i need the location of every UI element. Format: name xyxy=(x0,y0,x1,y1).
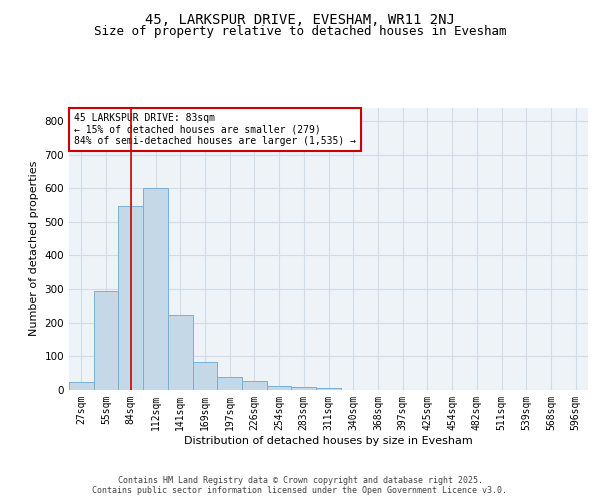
Bar xyxy=(242,382,267,390)
Bar xyxy=(217,377,242,390)
Bar xyxy=(292,388,316,390)
Text: Size of property relative to detached houses in Evesham: Size of property relative to detached ho… xyxy=(94,25,506,38)
Bar xyxy=(168,314,193,390)
Bar xyxy=(69,382,94,390)
Y-axis label: Number of detached properties: Number of detached properties xyxy=(29,161,39,336)
Text: Contains HM Land Registry data © Crown copyright and database right 2025.
Contai: Contains HM Land Registry data © Crown c… xyxy=(92,476,508,495)
Bar xyxy=(143,188,168,390)
Text: 45, LARKSPUR DRIVE, EVESHAM, WR11 2NJ: 45, LARKSPUR DRIVE, EVESHAM, WR11 2NJ xyxy=(145,12,455,26)
Text: 45 LARKSPUR DRIVE: 83sqm
← 15% of detached houses are smaller (279)
84% of semi-: 45 LARKSPUR DRIVE: 83sqm ← 15% of detach… xyxy=(74,113,356,146)
Bar xyxy=(193,362,217,390)
Bar xyxy=(94,292,118,390)
Bar xyxy=(118,206,143,390)
X-axis label: Distribution of detached houses by size in Evesham: Distribution of detached houses by size … xyxy=(184,436,473,446)
Bar xyxy=(267,386,292,390)
Bar xyxy=(316,388,341,390)
